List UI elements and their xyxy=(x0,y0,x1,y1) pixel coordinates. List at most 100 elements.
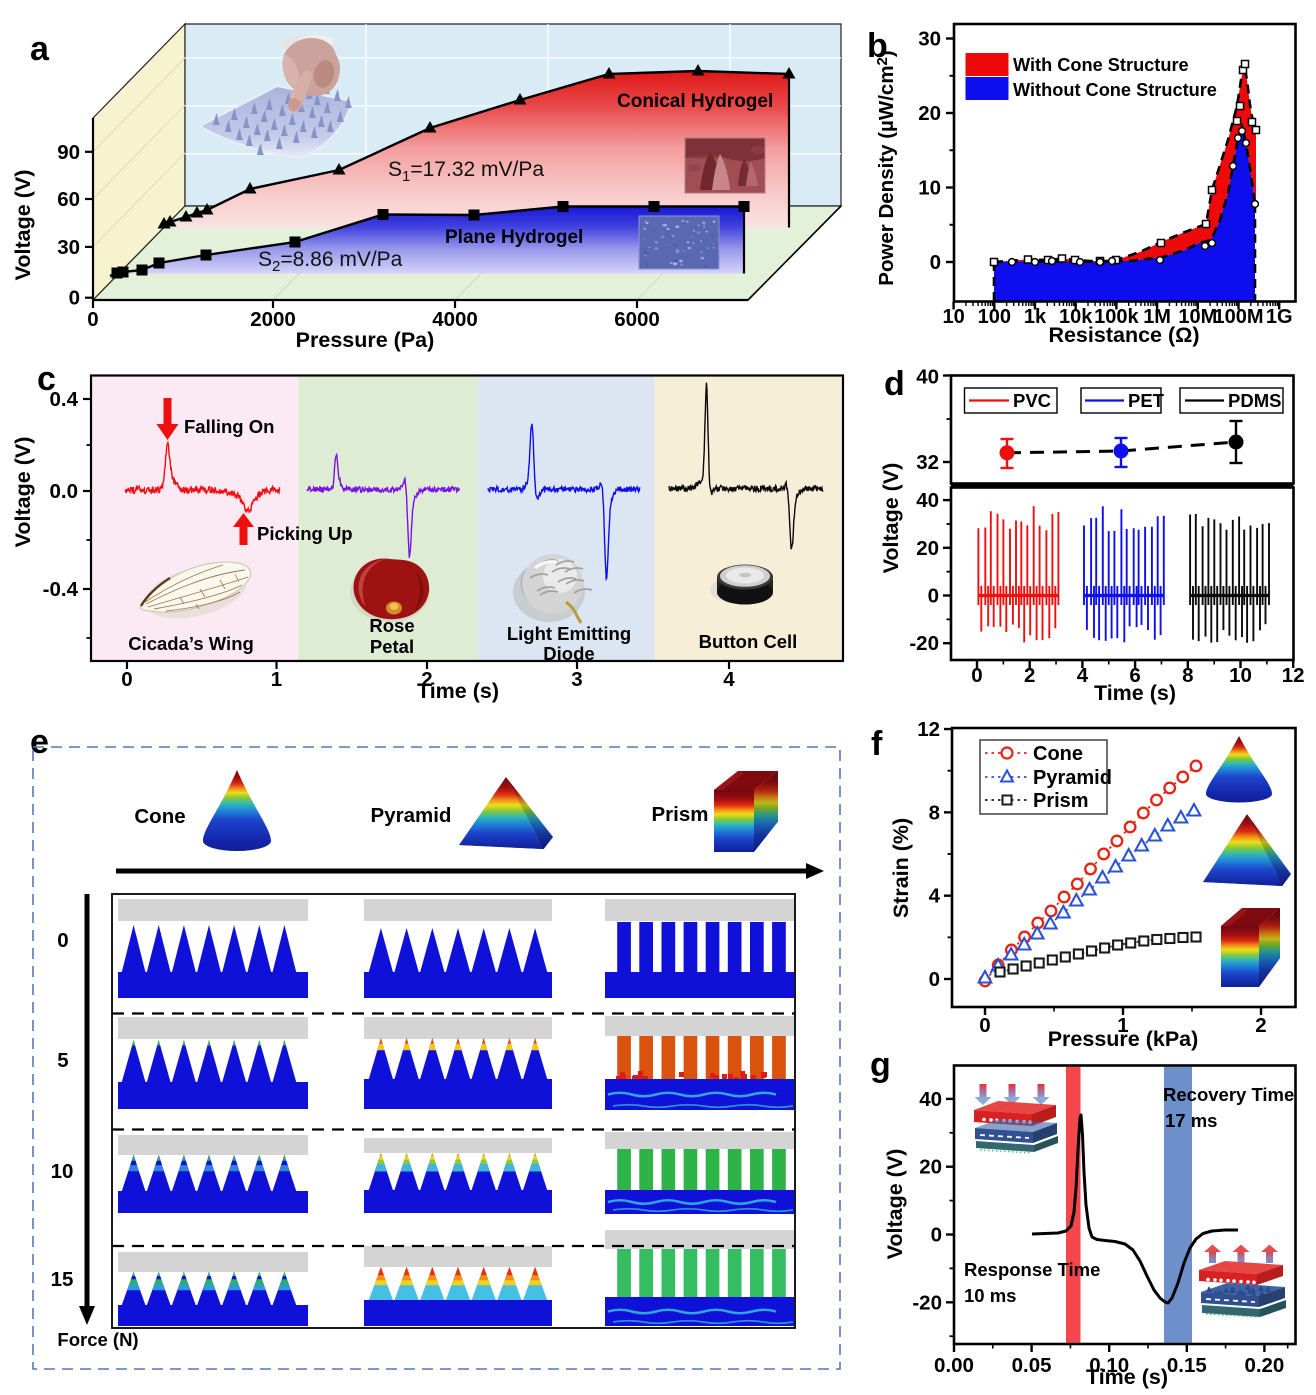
svg-text:With Cone Structure: With Cone Structure xyxy=(1013,55,1189,75)
svg-text:10M: 10M xyxy=(1178,306,1217,328)
svg-text:Response Time: Response Time xyxy=(964,1259,1100,1280)
svg-text:10k: 10k xyxy=(1059,306,1093,328)
svg-text:12: 12 xyxy=(917,718,940,741)
svg-text:0: 0 xyxy=(979,1014,990,1037)
svg-text:4: 4 xyxy=(1077,664,1089,687)
svg-text:20: 20 xyxy=(919,1156,942,1179)
svg-text:30: 30 xyxy=(57,236,80,259)
svg-text:20: 20 xyxy=(918,102,941,125)
svg-text:12: 12 xyxy=(1282,664,1305,687)
svg-text:PDMS: PDMS xyxy=(1228,390,1281,411)
svg-text:Pressure (Pa): Pressure (Pa) xyxy=(296,328,435,352)
svg-text:Force (N): Force (N) xyxy=(57,1329,138,1350)
svg-text:0: 0 xyxy=(87,308,98,331)
svg-text:40: 40 xyxy=(919,1088,942,1111)
svg-text:Time (s): Time (s) xyxy=(1086,1365,1168,1389)
svg-text:10: 10 xyxy=(942,306,964,328)
svg-text:d: d xyxy=(884,365,905,403)
svg-text:0.05: 0.05 xyxy=(1012,1354,1052,1377)
svg-text:c: c xyxy=(37,360,56,398)
svg-text:Picking Up: Picking Up xyxy=(257,523,353,544)
svg-text:20: 20 xyxy=(916,537,939,560)
svg-text:Rose: Rose xyxy=(369,615,414,636)
svg-text:Recovery Time: Recovery Time xyxy=(1163,1084,1294,1105)
svg-text:6: 6 xyxy=(1129,664,1140,687)
svg-text:Cicada’s Wing: Cicada’s Wing xyxy=(128,633,254,654)
svg-text:40: 40 xyxy=(916,489,939,512)
svg-text:Voltage (V): Voltage (V) xyxy=(879,463,903,574)
svg-text:Time (s): Time (s) xyxy=(417,679,499,703)
svg-text:10: 10 xyxy=(1229,664,1252,687)
svg-text:32: 32 xyxy=(916,451,939,474)
svg-text:Voltage (V): Voltage (V) xyxy=(11,437,35,548)
svg-text:2: 2 xyxy=(1024,664,1035,687)
svg-text:Time (s): Time (s) xyxy=(1094,681,1176,705)
svg-text:10: 10 xyxy=(51,1160,74,1183)
svg-text:4000: 4000 xyxy=(432,308,478,331)
svg-text:a: a xyxy=(30,30,50,68)
svg-text:PVC: PVC xyxy=(1013,390,1051,411)
svg-text:Strain (%): Strain (%) xyxy=(889,818,913,918)
svg-text:S2=8.86 mV/Pa: S2=8.86 mV/Pa xyxy=(258,248,403,275)
svg-text:Plane Hydrogel: Plane Hydrogel xyxy=(445,227,583,248)
svg-text:0.15: 0.15 xyxy=(1167,1354,1207,1377)
svg-text:Cone: Cone xyxy=(134,805,185,828)
svg-text:0: 0 xyxy=(929,968,940,991)
svg-text:100: 100 xyxy=(978,306,1011,328)
svg-text:-0.4: -0.4 xyxy=(43,578,79,601)
svg-text:0: 0 xyxy=(121,668,132,691)
svg-text:Light Emitting: Light Emitting xyxy=(507,623,631,644)
svg-text:0.10: 0.10 xyxy=(1089,1354,1129,1377)
svg-text:Prism: Prism xyxy=(1033,790,1089,812)
svg-text:Button Cell: Button Cell xyxy=(699,631,798,652)
svg-text:Voltage (V): Voltage (V) xyxy=(11,170,35,281)
svg-text:8: 8 xyxy=(1182,664,1193,687)
svg-text:0: 0 xyxy=(931,1224,942,1247)
svg-text:2000: 2000 xyxy=(250,308,296,331)
svg-text:100M: 100M xyxy=(1213,306,1263,328)
svg-text:1: 1 xyxy=(271,668,282,691)
svg-text:Pyramid: Pyramid xyxy=(1033,767,1112,789)
svg-text:S1=17.32 mV/Pa: S1=17.32 mV/Pa xyxy=(388,158,544,185)
svg-text:Pyramid: Pyramid xyxy=(371,804,452,827)
svg-text:90: 90 xyxy=(57,141,80,164)
svg-text:Diode: Diode xyxy=(543,643,594,664)
svg-text:0: 0 xyxy=(69,287,80,310)
svg-text:4: 4 xyxy=(929,885,941,908)
svg-text:0: 0 xyxy=(930,251,941,274)
svg-text:100k: 100k xyxy=(1094,306,1139,328)
svg-text:0.4: 0.4 xyxy=(50,388,79,411)
svg-text:Conical Hydrogel: Conical Hydrogel xyxy=(617,91,773,112)
svg-text:1G: 1G xyxy=(1266,306,1293,328)
svg-text:e: e xyxy=(30,723,49,761)
svg-text:0: 0 xyxy=(971,664,982,687)
svg-text:-20: -20 xyxy=(912,1291,942,1314)
svg-text:Prism: Prism xyxy=(652,803,709,826)
svg-text:4: 4 xyxy=(723,668,735,691)
svg-text:0: 0 xyxy=(928,585,939,608)
svg-text:b: b xyxy=(867,27,888,65)
svg-text:2: 2 xyxy=(1255,1014,1266,1037)
svg-text:Cone: Cone xyxy=(1033,743,1083,765)
svg-text:Without Cone Structure: Without Cone Structure xyxy=(1013,80,1217,100)
svg-text:2: 2 xyxy=(421,668,432,691)
svg-text:3: 3 xyxy=(571,668,582,691)
svg-text:60: 60 xyxy=(57,188,80,211)
svg-text:Power Density (µW/cm2): Power Density (µW/cm2) xyxy=(874,50,898,285)
svg-text:6000: 6000 xyxy=(614,308,660,331)
svg-text:17 ms: 17 ms xyxy=(1165,1110,1217,1131)
svg-text:1: 1 xyxy=(1117,1014,1128,1037)
svg-text:10: 10 xyxy=(918,177,941,200)
svg-text:Falling On: Falling On xyxy=(184,416,274,437)
svg-text:-20: -20 xyxy=(909,632,939,655)
svg-text:Resistance (Ω): Resistance (Ω) xyxy=(1048,323,1199,347)
svg-text:8: 8 xyxy=(929,801,940,824)
svg-text:15: 15 xyxy=(51,1268,74,1291)
svg-text:0.00: 0.00 xyxy=(934,1354,974,1377)
svg-text:10 ms: 10 ms xyxy=(964,1285,1016,1306)
svg-text:g: g xyxy=(870,1046,891,1084)
svg-text:1M: 1M xyxy=(1143,306,1171,328)
svg-text:0.20: 0.20 xyxy=(1244,1354,1284,1377)
svg-text:Pressure (kPa): Pressure (kPa) xyxy=(1048,1027,1199,1051)
svg-text:5: 5 xyxy=(57,1049,68,1072)
